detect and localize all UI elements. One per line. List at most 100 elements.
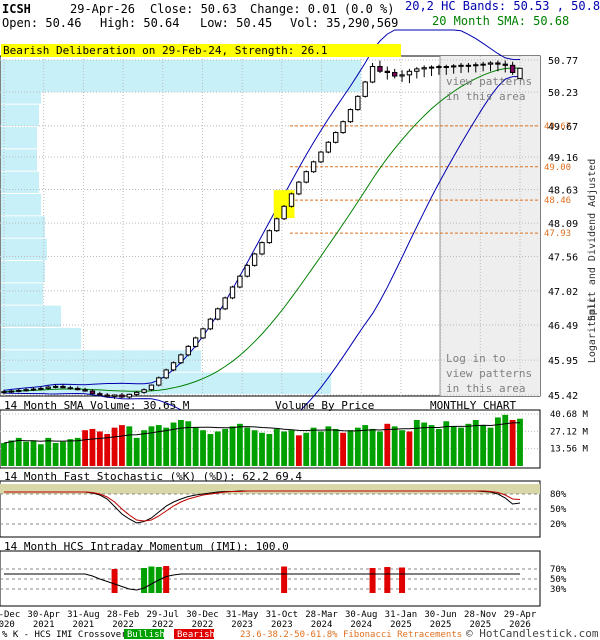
price-grid (0, 56, 540, 396)
volume-bars (1, 414, 523, 466)
candle (259, 241, 265, 256)
vbp-bar (1, 261, 45, 283)
candle-body (377, 66, 383, 72)
vbp-title: Volume By Price (275, 399, 374, 412)
candle (104, 393, 110, 398)
candle-body (229, 286, 236, 299)
candle-body (89, 390, 96, 395)
x-tick: 30-Jun 2025 (424, 610, 457, 630)
candle (509, 61, 516, 75)
symbol: ICSH (2, 2, 31, 16)
candle-body (392, 71, 398, 77)
candle (8, 389, 15, 394)
volume-bar (472, 419, 479, 466)
candle (163, 368, 169, 380)
volume-bar (354, 427, 361, 466)
candle (480, 61, 486, 72)
price-tick: 50.77 (548, 56, 578, 67)
volume-bar (369, 428, 376, 466)
candle-body (274, 218, 280, 232)
vbp-bar (1, 238, 47, 260)
bullish-label: Bullish (127, 630, 165, 640)
imi-bar (141, 568, 148, 593)
volume-bar (450, 426, 457, 466)
candle (207, 317, 214, 331)
candle (517, 67, 523, 80)
candle-body (111, 394, 118, 397)
volume-bar (96, 431, 103, 466)
volume-by-price-bars (1, 60, 361, 394)
volume-tick: 13.56 M (550, 445, 589, 455)
candle-body (333, 132, 339, 143)
candle-body (119, 394, 125, 398)
candle (473, 62, 479, 73)
candle-body (104, 394, 110, 397)
crossover-label: % K - HCS IMI Crossover: (2, 630, 132, 640)
volume-bar (74, 437, 81, 466)
vbp-bar (1, 104, 39, 126)
candle (392, 68, 398, 79)
volume-bar (295, 435, 302, 466)
candle (399, 70, 405, 83)
x-tick: 31-Oct 2023 (266, 610, 299, 630)
candle-body (443, 66, 449, 69)
candle-body (465, 64, 472, 67)
imi-bar (111, 569, 118, 593)
volume-bar (266, 434, 273, 466)
candle-body (502, 63, 508, 66)
candle (369, 62, 376, 84)
price-tick: 50.23 (548, 88, 578, 99)
fib-label: 23.6-38.2-50-61.8% Fibonacci Retracement… (240, 630, 462, 640)
candlesticks (1, 60, 523, 399)
candle (134, 391, 140, 396)
imi-title: 14 Month HCS Intraday Momentum (IMI): 10… (4, 540, 289, 553)
candle-body (436, 66, 442, 69)
imi-tick: 30% (550, 585, 567, 595)
candle-body (318, 151, 324, 163)
candle-body (97, 393, 103, 396)
volume-tick: 40.68 M (550, 410, 589, 420)
candle (170, 361, 177, 372)
candle-body (259, 242, 265, 255)
candle (465, 62, 472, 73)
x-tick: 31-Dec2020 (0, 610, 20, 630)
side-label: Split and Dividend Adjusted (587, 159, 598, 322)
monthly-title: MONTHLY CHART (430, 399, 516, 412)
x-tick: 29-Jul 2022 (147, 610, 180, 630)
candle (436, 64, 442, 75)
candle (421, 65, 427, 78)
fib-label: 47.93 (544, 229, 571, 239)
x-tick: 28-Nov 2025 (464, 610, 497, 630)
volume-bar (1, 442, 7, 466)
volume-bar (23, 441, 30, 466)
candle-body (480, 63, 486, 66)
volume-bar (303, 432, 310, 466)
volume-bar (163, 427, 170, 466)
candle (487, 61, 494, 72)
imi-tick: 50% (550, 575, 567, 585)
candle-body (369, 66, 376, 83)
fibonacci-levels: 49.67 49.00 48.46 47.93 (290, 122, 571, 239)
volume-bar (229, 426, 236, 466)
candle-body (45, 386, 51, 389)
candle (244, 264, 250, 278)
volume-bar (413, 419, 420, 466)
candle (156, 376, 162, 387)
vbp-bar (1, 305, 61, 327)
candle-body (82, 389, 88, 392)
vbp-bar (1, 216, 45, 238)
candle (384, 66, 390, 80)
volume-bar (155, 425, 162, 466)
candle-body (509, 64, 516, 73)
candle (60, 384, 66, 389)
candle (377, 60, 383, 74)
volume-bar (104, 434, 111, 466)
candle-body (148, 384, 155, 391)
sma-value: 20 Month SMA: 50.68 (432, 14, 569, 28)
stoch-grid (0, 484, 540, 525)
volume-bar (273, 428, 280, 466)
volume-sma-line (3, 422, 521, 444)
candle-body (340, 121, 346, 134)
volume-bar (236, 423, 243, 466)
